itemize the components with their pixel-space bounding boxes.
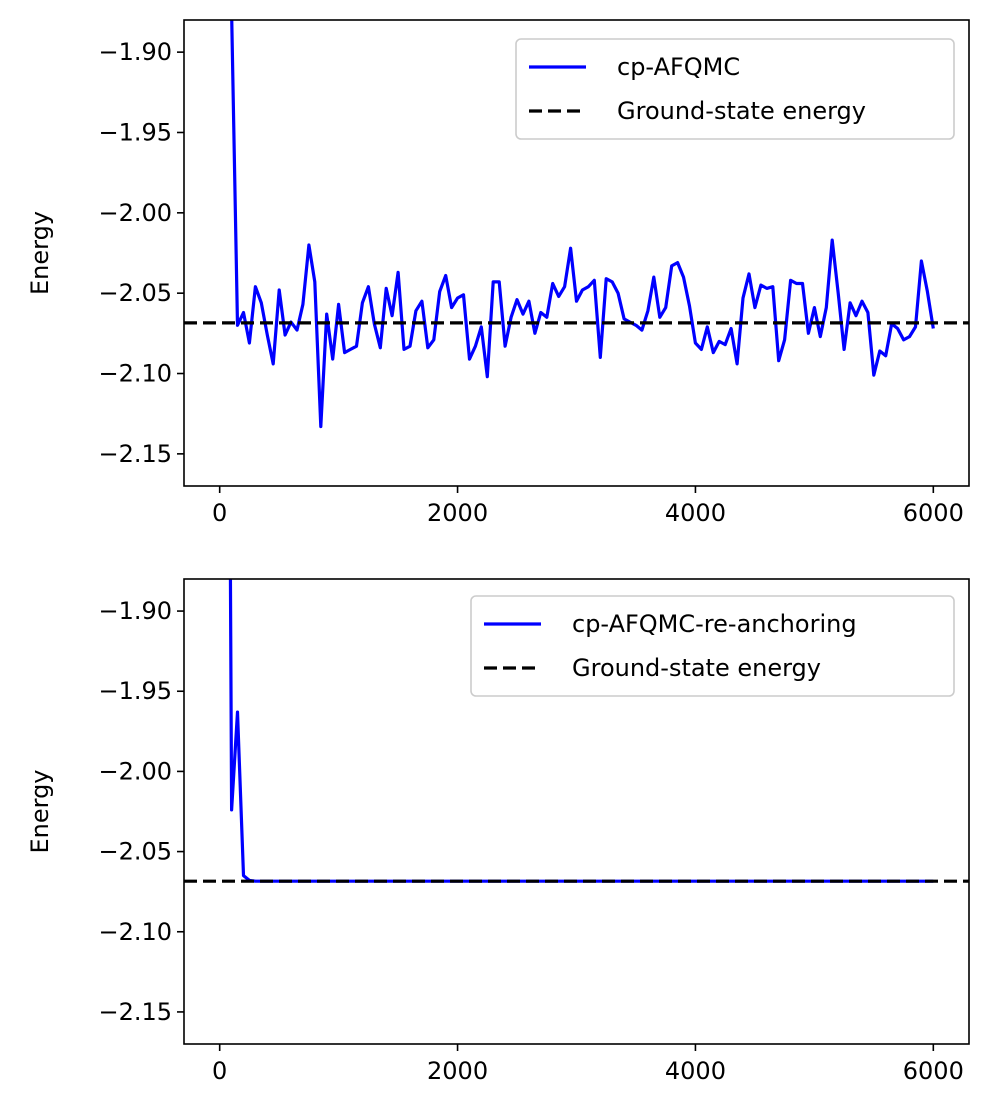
chart-2: 0 2000 4000 6000 −2.15 −2.10 −2.05 −2.00 −1.95 −1…	[26, 578, 970, 1085]
x-tick-label: 2000	[427, 499, 488, 527]
x-tick-label: 2000	[427, 1057, 488, 1085]
y-tick-label: −2.05	[98, 279, 172, 307]
y-tick-label: −1.95	[98, 118, 172, 146]
legend-label: Ground-state energy	[617, 97, 866, 125]
y-tick-label: −2.10	[98, 360, 172, 388]
plot-area	[184, 579, 969, 883]
legend-label: Ground-state energy	[572, 654, 821, 682]
x-tick-label: 0	[212, 499, 227, 527]
legend-label: cp-AFQMC-re-anchoring	[572, 610, 857, 638]
legend-box	[515, 38, 955, 140]
y-tick-label: −2.15	[98, 998, 172, 1026]
legend: cp-AFQMC Ground-state energy	[515, 38, 955, 140]
legend: cp-AFQMC-re-anchoring Ground-state energy	[470, 595, 955, 697]
y-tick-label: −1.90	[98, 597, 172, 625]
x-tick-label: 6000	[903, 499, 964, 527]
y-axis-label: Energy	[26, 211, 54, 295]
y-tick-label: −2.00	[98, 757, 172, 785]
y-tick-label: −1.95	[98, 677, 172, 705]
x-tick-label: 4000	[665, 1057, 726, 1085]
x-tick-label: 4000	[665, 499, 726, 527]
x-tick-label: 6000	[903, 1057, 964, 1085]
y-tick-label: −2.15	[98, 440, 172, 468]
y-tick-label: −1.90	[98, 38, 172, 66]
y-tick-label: −2.00	[98, 199, 172, 227]
y-axis-label: Energy	[26, 769, 54, 853]
plot-area	[184, 20, 969, 429]
y-tick-label: −2.05	[98, 838, 172, 866]
chart-1: 0 2000 4000 6000 −2.15 −2.10 −2.05 −2.00 −1.95 −1…	[26, 19, 970, 527]
axes-frame	[183, 578, 970, 1045]
legend-box	[470, 595, 955, 697]
series-line-cp-afqmc	[230, 20, 935, 429]
x-tick-label: 0	[212, 1057, 227, 1085]
y-tick-label: −2.10	[98, 918, 172, 946]
legend-label: cp-AFQMC	[617, 53, 740, 81]
axes-frame	[183, 19, 970, 487]
